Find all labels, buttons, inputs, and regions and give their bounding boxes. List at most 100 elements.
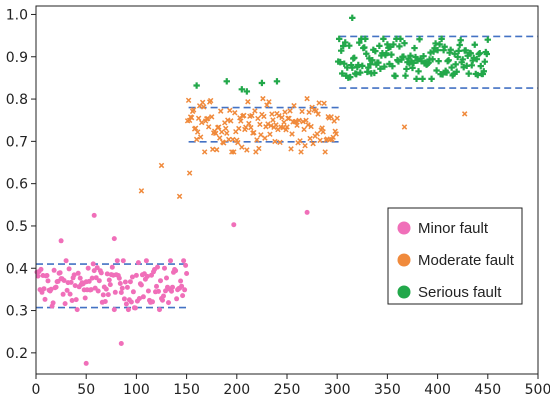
data-point [353, 71, 360, 78]
y-tick-label: 0.5 [6, 219, 28, 235]
data-point [170, 284, 175, 290]
data-point [447, 46, 454, 53]
data-point [157, 307, 162, 313]
data-point [35, 273, 41, 279]
data-point [243, 88, 251, 95]
data-point [459, 56, 466, 63]
data-point [273, 122, 279, 128]
data-point [124, 284, 130, 290]
data-point [445, 57, 452, 64]
legend-marker [397, 285, 411, 299]
data-point [428, 75, 435, 83]
data-point [128, 299, 134, 305]
data-point [448, 64, 455, 71]
data-point [347, 73, 354, 81]
data-point [480, 68, 487, 75]
y-tick-label: 0.9 [6, 50, 28, 66]
data-point [420, 52, 427, 60]
data-point [246, 120, 252, 127]
data-point [235, 139, 241, 146]
x-tick-label: 450 [474, 382, 501, 398]
data-point [111, 307, 117, 313]
data-point [94, 265, 100, 271]
data-point [178, 278, 184, 284]
data-point [105, 292, 111, 298]
data-point [212, 130, 219, 137]
data-point [338, 47, 345, 54]
data-point [273, 78, 281, 85]
data-point [160, 297, 165, 303]
data-point [91, 212, 97, 218]
data-point [239, 144, 245, 150]
data-point [307, 135, 313, 142]
legend: Minor fault Moderate fault Serious fault [387, 207, 523, 305]
data-point [337, 58, 344, 66]
legend-label: Serious fault [418, 284, 502, 301]
data-point [400, 53, 407, 60]
data-point [123, 301, 129, 307]
data-point [411, 44, 418, 52]
data-point [200, 104, 207, 110]
data-point [77, 275, 83, 281]
data-point [258, 79, 266, 87]
data-point [407, 52, 414, 59]
data-point [158, 162, 165, 169]
data-point [193, 82, 200, 89]
x-tick-label: 0 [32, 382, 41, 398]
data-point [439, 71, 446, 78]
data-point [180, 293, 186, 299]
data-point [223, 78, 230, 85]
data-point [194, 129, 201, 135]
data-point [314, 131, 320, 137]
data-point [117, 281, 123, 286]
data-point [63, 258, 69, 264]
data-point [481, 58, 488, 65]
data-point [73, 297, 79, 303]
data-point [236, 125, 242, 132]
data-point [69, 298, 75, 303]
data-point [118, 341, 124, 346]
data-point [188, 114, 195, 121]
data-point [476, 49, 483, 57]
data-point [158, 278, 163, 284]
data-point [433, 67, 440, 74]
data-point [321, 100, 327, 107]
data-point [477, 62, 484, 70]
data-point [174, 296, 180, 302]
data-point [231, 222, 237, 228]
data-point [219, 129, 225, 135]
data-point [357, 69, 364, 76]
data-point [438, 35, 445, 43]
x-tick-label: 250 [274, 382, 301, 398]
data-point [140, 294, 146, 300]
data-point [351, 54, 358, 62]
data-point [279, 114, 285, 121]
data-point [143, 258, 149, 264]
data-point [289, 131, 295, 137]
legend-marker [397, 221, 411, 235]
data-point [85, 265, 91, 271]
x-tick-label: 350 [374, 382, 401, 398]
data-point [67, 291, 73, 297]
data-point [224, 130, 230, 136]
data-point [260, 95, 266, 102]
data-point [402, 72, 409, 79]
data-point [166, 300, 171, 306]
data-point [95, 288, 101, 294]
data-point [72, 283, 78, 289]
data-point [111, 236, 117, 242]
data-point [197, 134, 204, 140]
data-point [267, 131, 273, 137]
data-point [287, 108, 293, 114]
data-point [163, 288, 168, 294]
data-point [317, 137, 323, 144]
data-point [150, 299, 155, 305]
y-tick-label: 0.3 [6, 304, 28, 320]
data-point [162, 265, 167, 271]
data-point [138, 282, 144, 288]
legend-label: Minor fault [418, 220, 489, 237]
data-point [192, 125, 199, 131]
data-point [277, 139, 283, 146]
data-point [90, 261, 96, 267]
